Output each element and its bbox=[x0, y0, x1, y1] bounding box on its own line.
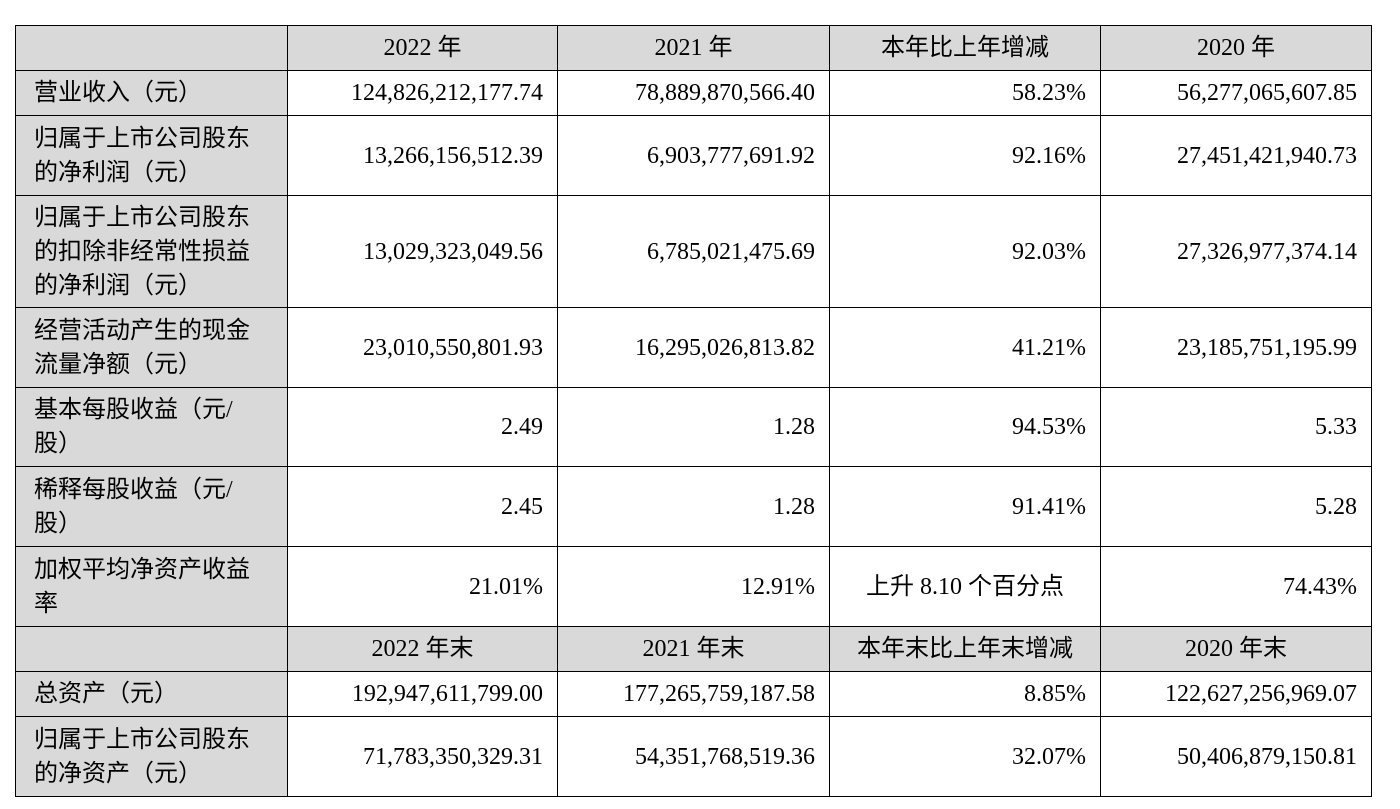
header-cell: 2021 年末 bbox=[557, 626, 830, 672]
row-label: 经营活动产生的现金流量净额（元） bbox=[15, 307, 288, 388]
value-cell: 54,351,768,519.36 bbox=[557, 716, 830, 797]
header-cell bbox=[15, 25, 288, 71]
header-cell bbox=[15, 626, 288, 672]
data-row: 归属于上市公司股东的净利润（元） 13,266,156,512.39 6,903,7… bbox=[15, 115, 1372, 196]
value-cell: 2.49 bbox=[287, 387, 558, 467]
data-row: 经营活动产生的现金流量净额（元） 23,010,550,801.93 16,295,… bbox=[15, 307, 1372, 388]
value-cell: 124,826,212,177.74 bbox=[287, 70, 558, 116]
header-cell: 2022 年 bbox=[287, 25, 558, 71]
value-cell: 23,010,550,801.93 bbox=[287, 307, 558, 388]
value-cell: 27,451,421,940.73 bbox=[1100, 115, 1372, 196]
value-cell: 41.21% bbox=[829, 307, 1101, 388]
row-label: 归属于上市公司股东的净利润（元） bbox=[15, 115, 288, 196]
value-cell: 91.41% bbox=[829, 466, 1101, 547]
data-row: 营业收入（元） 124,826,212,177.74 78,889,870,566.… bbox=[15, 70, 1372, 116]
value-cell: 122,627,256,969.07 bbox=[1100, 671, 1372, 717]
header-cell: 本年末比上年末增减 bbox=[829, 626, 1101, 672]
value-cell: 13,029,323,049.56 bbox=[287, 195, 558, 308]
value-cell: 92.03% bbox=[829, 195, 1101, 308]
value-cell: 71,783,350,329.31 bbox=[287, 716, 558, 797]
data-row: 归属于上市公司股东的扣除非经常性损益的净利润（元） 13,029,323,049.… bbox=[15, 195, 1372, 308]
value-cell: 58.23% bbox=[829, 70, 1101, 116]
value-cell: 56,277,065,607.85 bbox=[1100, 70, 1372, 116]
row-label: 基本每股收益（元/股） bbox=[15, 387, 288, 467]
value-cell: 78,889,870,566.40 bbox=[557, 70, 830, 116]
data-row: 加权平均净资产收益率 21.01% 12.91% 上升 8.10 个百分点 74.43% bbox=[15, 546, 1372, 627]
value-cell: 27,326,977,374.14 bbox=[1100, 195, 1372, 308]
value-cell: 5.28 bbox=[1100, 466, 1372, 547]
row-label: 稀释每股收益（元/股） bbox=[15, 466, 288, 547]
value-cell: 5.33 bbox=[1100, 387, 1372, 467]
data-row: 基本每股收益（元/股） 2.49 1.28 94.53% 5.33 bbox=[15, 387, 1372, 467]
value-cell: 8.85% bbox=[829, 671, 1101, 717]
header-cell: 2022 年末 bbox=[287, 626, 558, 672]
header-cell: 2020 年末 bbox=[1100, 626, 1372, 672]
value-cell: 94.53% bbox=[829, 387, 1101, 467]
value-cell: 1.28 bbox=[557, 466, 830, 547]
header-cell: 2021 年 bbox=[557, 25, 830, 71]
value-cell: 23,185,751,195.99 bbox=[1100, 307, 1372, 388]
data-row: 稀释每股收益（元/股） 2.45 1.28 91.41% 5.28 bbox=[15, 466, 1372, 547]
financial-table: 2022 年 2021 年本年比上年增减 2020 年营业收入（元） 124,826,… bbox=[15, 25, 1372, 797]
value-cell: 6,785,021,475.69 bbox=[557, 195, 830, 308]
value-cell: 6,903,777,691.92 bbox=[557, 115, 830, 196]
row-label: 归属于上市公司股东的净资产（元） bbox=[15, 716, 288, 797]
data-row: 归属于上市公司股东的净资产（元） 71,783,350,329.31 54,351,… bbox=[15, 716, 1372, 797]
value-cell: 上升 8.10 个百分点 bbox=[829, 546, 1101, 627]
header-row: 2022 年末 2021 年末 本年末比上年末增减 2020 年末 bbox=[15, 626, 1372, 672]
row-label: 加权平均净资产收益率 bbox=[15, 546, 288, 627]
value-cell: 177,265,759,187.58 bbox=[557, 671, 830, 717]
value-cell: 32.07% bbox=[829, 716, 1101, 797]
value-cell: 12.91% bbox=[557, 546, 830, 627]
value-cell: 192,947,611,799.00 bbox=[287, 671, 558, 717]
value-cell: 74.43% bbox=[1100, 546, 1372, 627]
value-cell: 16,295,026,813.82 bbox=[557, 307, 830, 388]
value-cell: 13,266,156,512.39 bbox=[287, 115, 558, 196]
table-body: 2022 年 2021 年本年比上年增减 2020 年营业收入（元） 124,826,… bbox=[15, 25, 1372, 797]
value-cell: 2.45 bbox=[287, 466, 558, 547]
data-row: 总资产（元） 192,947,611,799.00 177,265,759,187.… bbox=[15, 671, 1372, 717]
value-cell: 21.01% bbox=[287, 546, 558, 627]
header-row: 2022 年 2021 年本年比上年增减 2020 年 bbox=[15, 25, 1372, 71]
header-cell: 本年比上年增减 bbox=[829, 25, 1101, 71]
value-cell: 50,406,879,150.81 bbox=[1100, 716, 1372, 797]
row-label: 归属于上市公司股东的扣除非经常性损益的净利润（元） bbox=[15, 195, 288, 308]
value-cell: 1.28 bbox=[557, 387, 830, 467]
row-label: 总资产（元） bbox=[15, 671, 288, 717]
value-cell: 92.16% bbox=[829, 115, 1101, 196]
header-cell: 2020 年 bbox=[1100, 25, 1372, 71]
row-label: 营业收入（元） bbox=[15, 70, 288, 116]
